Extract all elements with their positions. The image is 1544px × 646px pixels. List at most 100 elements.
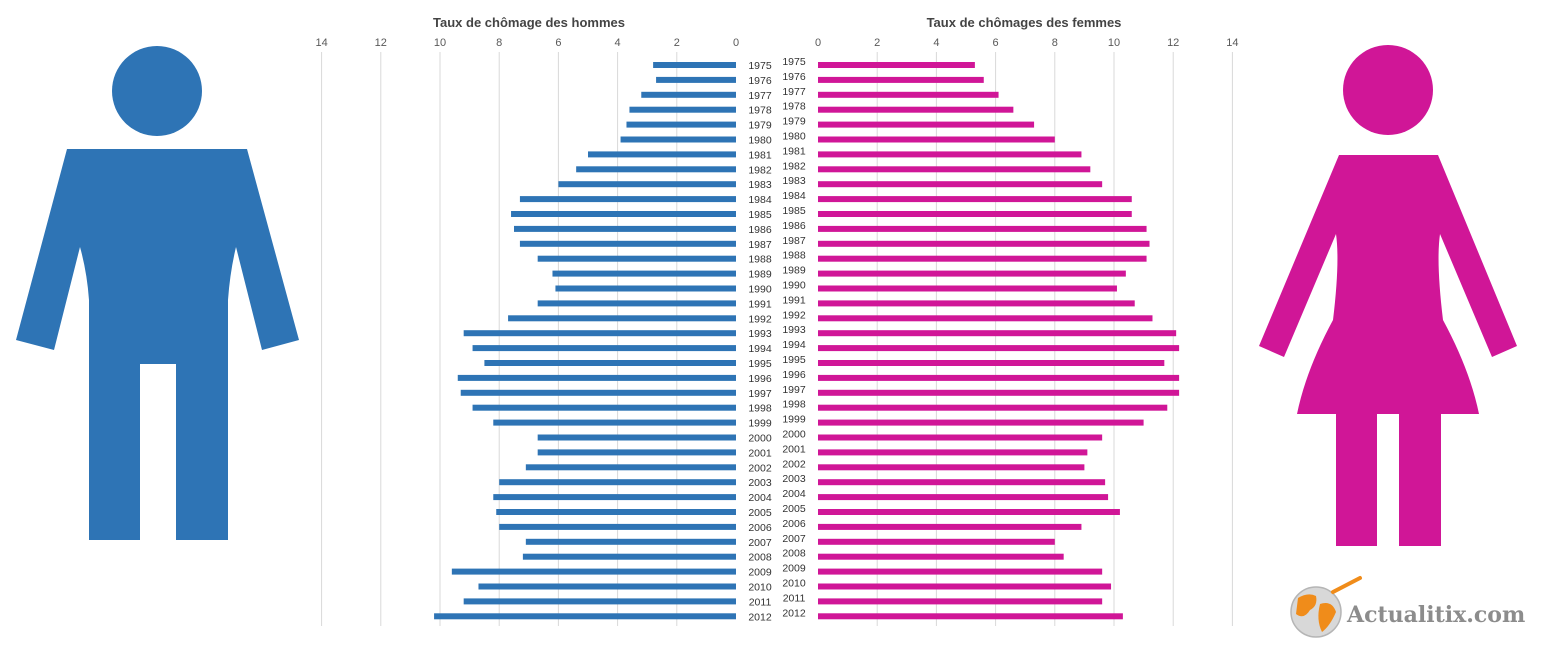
women-year-label: 1991	[782, 294, 806, 306]
men-tick-label: 6	[555, 37, 561, 49]
women-year-label: 1999	[782, 414, 806, 426]
women-year-label: 1993	[782, 324, 806, 336]
men-tick-label: 8	[496, 37, 502, 49]
women-bar-2003	[818, 479, 1106, 486]
men-bar-1985	[511, 211, 736, 217]
women-year-label: 1981	[782, 145, 806, 157]
women-bar-1979	[818, 121, 1035, 128]
men-bar-1988	[537, 255, 736, 262]
women-bar-1986	[818, 225, 1147, 232]
women-bar-1984	[818, 196, 1132, 203]
women-bar-1987	[818, 240, 1150, 247]
men-bar-1998	[472, 404, 736, 411]
men-year-label: 2001	[748, 447, 772, 459]
men-bar-1997	[460, 389, 736, 396]
men-year-label: 1999	[748, 418, 772, 430]
women-year-label: 1978	[782, 101, 806, 113]
women-year-label: 2004	[782, 488, 806, 500]
men-bar-1979	[626, 121, 736, 128]
women-year-label: 1977	[782, 86, 806, 98]
men-bar-2006	[499, 523, 736, 530]
women-bar-1976	[818, 76, 984, 83]
male-figure-icon	[16, 46, 299, 540]
men-tick-label: 12	[375, 37, 387, 49]
men-bar-1999	[493, 419, 736, 426]
women-year-label: 1979	[782, 116, 806, 128]
men-bar-2005	[496, 509, 736, 515]
men-tick-label: 10	[434, 37, 446, 49]
men-year-label: 1982	[748, 164, 772, 176]
men-year-label: 1979	[748, 120, 772, 132]
men-year-label: 1984	[748, 194, 772, 206]
men-year-label: 2010	[748, 582, 772, 594]
women-bar-1982	[818, 166, 1091, 173]
men-year-label: 1989	[748, 269, 772, 281]
men-bar-1995	[484, 360, 736, 366]
women-year-label: 1995	[782, 354, 806, 366]
men-year-label: 1975	[748, 60, 772, 72]
men-year-label: 1986	[748, 224, 772, 236]
women-year-label: 1986	[782, 220, 806, 232]
men-bar-1981	[588, 151, 736, 158]
men-year-label: 1981	[748, 149, 772, 161]
women-year-label: 1994	[782, 339, 806, 351]
globe-logo-icon	[1290, 576, 1362, 638]
men-year-label: 1983	[748, 179, 772, 191]
men-year-label: 2009	[748, 567, 772, 579]
women-bar-1991	[818, 300, 1135, 307]
women-bar-1994	[818, 345, 1180, 352]
year-labels: 1975 1975 1976 1976 1977 1977 1978 1978 1979 1979…	[748, 56, 806, 623]
women-year-label: 2001	[782, 443, 806, 455]
women-bar-1992	[818, 315, 1153, 322]
men-year-label: 1987	[748, 239, 772, 251]
men-year-label: 1980	[748, 135, 772, 147]
women-bar-1985	[818, 211, 1132, 217]
men-bar-2010	[478, 583, 736, 590]
men-year-label: 2003	[748, 477, 772, 489]
women-tick-label: 4	[933, 37, 939, 49]
women-bar-1988	[818, 255, 1147, 262]
women-bar-1993	[818, 330, 1177, 337]
men-year-label: 2008	[748, 552, 772, 564]
men-bar-2000	[537, 434, 736, 441]
men-bar-2001	[537, 449, 736, 456]
men-tick-label: 2	[674, 37, 680, 49]
women-bar-1998	[818, 404, 1168, 411]
women-bar-1981	[818, 151, 1082, 158]
men-year-label: 2012	[748, 611, 772, 623]
men-bar-1993	[463, 330, 736, 337]
women-bar-2002	[818, 464, 1085, 471]
men-year-label: 2004	[748, 492, 772, 504]
women-year-label: 1987	[782, 235, 806, 247]
men-bar-1991	[537, 300, 736, 307]
women-bar-1977	[818, 91, 999, 98]
men-bar-1977	[641, 91, 736, 98]
women-year-label: 1976	[782, 71, 806, 83]
women-bar-2005	[818, 509, 1120, 515]
women-bar-1975	[818, 62, 975, 68]
women-bar-2009	[818, 568, 1103, 575]
men-year-label: 1996	[748, 373, 772, 385]
women-bar-1999	[818, 419, 1144, 426]
men-year-label: 1995	[748, 358, 772, 370]
axis-ticks: 0 2 4 6 8 10 12 14 0 2 4 6 8 10 12 14	[315, 37, 1238, 49]
women-year-label: 2005	[782, 503, 806, 515]
women-year-label: 1998	[782, 399, 806, 411]
men-year-label: 2002	[748, 462, 772, 474]
men-year-label: 2006	[748, 522, 772, 534]
women-year-label: 2011	[783, 592, 806, 604]
women-chart-title: Taux de chômages des femmes	[927, 15, 1122, 30]
women-year-label: 2008	[782, 548, 806, 560]
women-year-label: 2012	[782, 607, 806, 619]
female-figure-icon	[1259, 45, 1517, 546]
women-bar-2011	[818, 598, 1103, 605]
women-year-label: 1988	[782, 250, 806, 262]
men-bar-2002	[525, 464, 736, 471]
men-bar-1987	[519, 240, 736, 247]
women-year-label: 2009	[782, 563, 806, 575]
women-bar-2008	[818, 553, 1064, 560]
women-bar-2012	[818, 613, 1123, 620]
women-tick-label: 8	[1052, 37, 1058, 49]
women-tick-label: 6	[993, 37, 999, 49]
